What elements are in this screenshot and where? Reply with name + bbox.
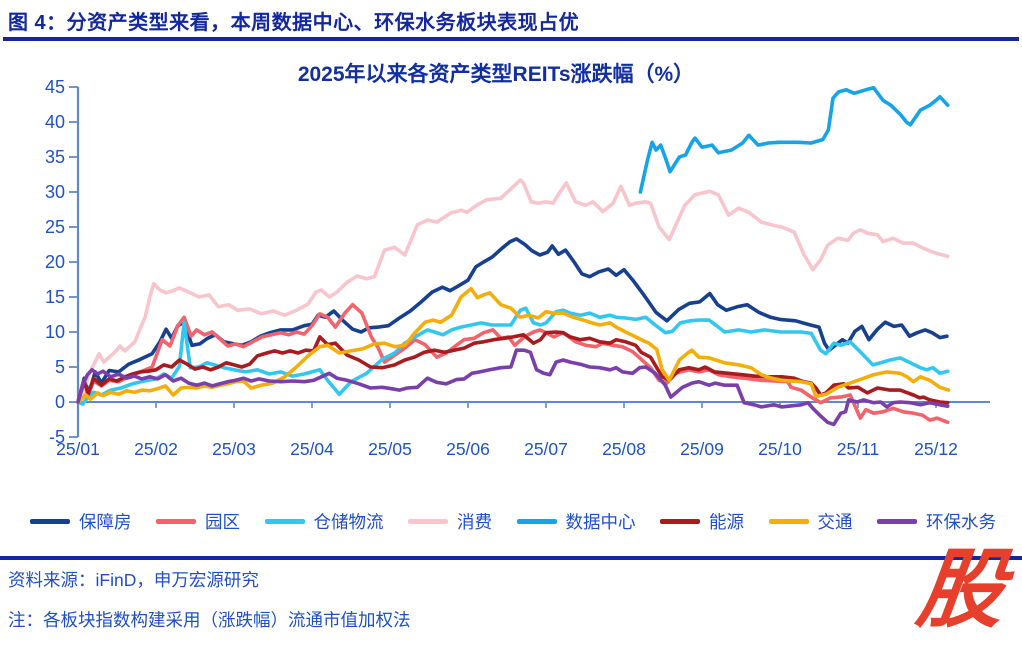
legend-swatch-line: [408, 518, 448, 524]
x-tick-label: 25/12: [914, 439, 958, 459]
series-line-交通: [76, 286, 951, 404]
series-line-环保水务: [76, 348, 950, 427]
x-tick-label: 25/08: [602, 439, 646, 459]
legend-item-环保水务: 环保水务: [877, 509, 996, 534]
y-tick-label: 0: [55, 392, 65, 412]
legend-item-消费: 消费: [408, 509, 492, 534]
y-tick-label: 10: [45, 322, 65, 342]
legend-label: 园区: [205, 511, 240, 532]
legend-swatch-line: [660, 518, 700, 524]
x-tick-label: 25/05: [368, 439, 412, 459]
y-tick-label: -5: [49, 427, 65, 447]
series-line-园区: [76, 302, 950, 425]
legend-swatch-line: [768, 518, 809, 524]
legend-label: 仓储物流: [313, 511, 384, 532]
legend-swatch-line: [877, 518, 917, 524]
footer-divider: [0, 556, 1022, 560]
y-tick-label: 40: [45, 112, 65, 132]
series-line-保障房: [76, 237, 949, 404]
legend-item-数据中心: 数据中心: [516, 509, 636, 534]
legend-item-能源: 能源: [660, 509, 744, 534]
legend-label: 环保水务: [926, 511, 996, 532]
x-tick-label: 25/06: [446, 439, 490, 459]
legend-swatch-line: [156, 518, 196, 524]
reits-line-chart: 25/01 25/02 25/03 25/04 25/05 25/06 25/07 25/08…: [45, 80, 990, 459]
y-tick-label: 35: [45, 147, 65, 167]
legend-label: 交通: [817, 511, 853, 532]
chart-title: 2025年以来各资产类型REITs涨跌幅（%）: [297, 63, 695, 86]
figure-caption: 图 4：分资产类型来看，本周数据中心、环保水务板块表现占优: [8, 12, 580, 34]
y-tick-label: 5: [55, 357, 65, 377]
legend-label: 消费: [457, 511, 492, 532]
legend-swatch-line: [30, 518, 70, 524]
series-line-消费: [76, 178, 950, 404]
y-tick-label: 30: [45, 182, 65, 202]
legend-item-交通: 交通: [768, 509, 853, 534]
chart-legend: 保障房 园区 仓储物流 消费 数据中心 能源 交通 环保水务: [30, 506, 996, 536]
series-line-数据中心: [638, 85, 950, 194]
legend-item-保障房: 保障房: [30, 509, 132, 534]
method-note: 注：各板块指数构建采用（涨跌幅）流通市值加权法: [8, 610, 411, 630]
brand-logo: 股: [912, 542, 1010, 638]
y-tick-label: 25: [45, 217, 65, 237]
legend-label: 能源: [709, 511, 744, 532]
x-tick-label: 25/03: [212, 439, 256, 459]
y-tick-label: 20: [45, 252, 65, 272]
legend-label: 数据中心: [565, 511, 636, 532]
legend-label: 保障房: [79, 511, 132, 532]
caption-underline: [3, 37, 1019, 41]
legend-item-园区: 园区: [156, 509, 240, 534]
x-tick-label: 25/04: [290, 439, 334, 459]
legend-item-仓储物流: 仓储物流: [264, 509, 384, 534]
x-tick-label: 25/07: [524, 439, 568, 459]
x-tick-label: 25/02: [134, 439, 178, 459]
y-tick-label: 45: [45, 80, 65, 97]
x-tick-label: 25/01: [56, 439, 100, 459]
source-note: 资料来源：iFinD，申万宏源研究: [8, 570, 259, 590]
x-tick-label: 25/11: [837, 439, 880, 459]
x-tick-label: 25/10: [758, 439, 802, 459]
x-tick-label: 25/09: [680, 439, 724, 459]
legend-swatch-line: [516, 518, 557, 524]
y-tick-label: 15: [45, 287, 65, 307]
legend-swatch-line: [264, 518, 305, 524]
